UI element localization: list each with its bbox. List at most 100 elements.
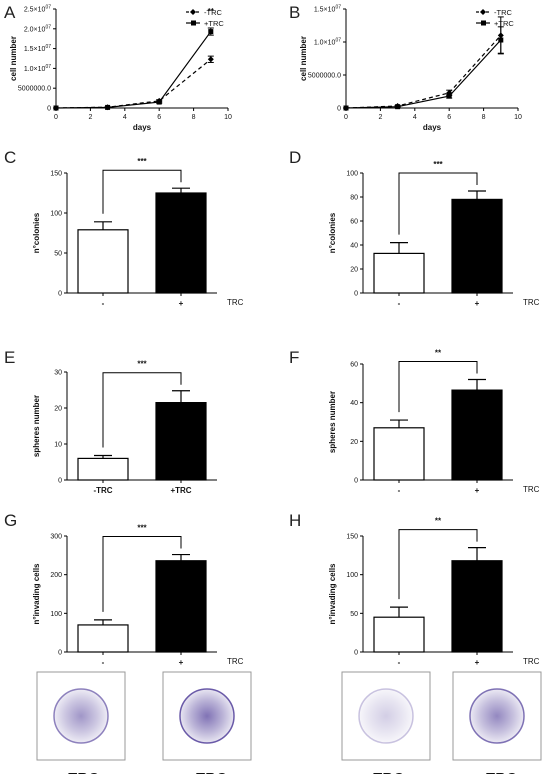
x-tick-label-B: 10 [514,114,522,121]
category-label-C: - [102,299,105,308]
y-tick-label-C: 100 [50,211,62,218]
bar-H [451,560,503,653]
y-tick-label-F: 0 [354,478,358,485]
y-axis-label-F: spheres number [328,391,337,453]
significance-bracket-C [102,169,182,214]
series-line-A [55,31,212,109]
legend-marker-A [191,20,196,26]
y-tick-label-E: 20 [54,406,62,413]
category-label-E: -TRC [93,486,112,495]
x-tick-label-B: 0 [344,114,348,121]
legend-marker-B [480,9,486,15]
y-tick-label-F: 20 [350,439,358,446]
stained-well-image [180,689,234,743]
bar-C [155,192,207,294]
y-tick-label-H: 150 [346,534,358,541]
x-tick-label-A: 6 [157,114,161,121]
y-tick-label-C: 150 [50,171,62,178]
bar-G [155,560,207,653]
y-tick-label-A: 2.5×1007 [24,5,51,14]
x-tick-label-B: 2 [378,114,382,121]
panel-label-D: D [289,148,301,167]
micrograph-label: +TRC [187,770,227,774]
y-tick-label-G: 0 [58,650,62,657]
y-axis-label-A: cell number [9,36,18,81]
y-axis-label-C: n°colonies [32,212,41,253]
series-line-A [55,58,212,109]
y-axis-label-G: n°invading cells [32,563,41,625]
group-label-G: TRC [227,657,244,666]
y-tick-label-E: 30 [54,370,62,377]
series-line-B [345,39,502,109]
y-tick-label-G: 200 [50,572,62,579]
bar-E [155,402,207,481]
y-tick-label-A: 5000000.0 [18,86,51,93]
y-tick-label-B: 5000000.0 [308,73,341,80]
category-label-G: - [102,658,105,667]
panel-label-G: G [4,511,17,530]
data-point-A [156,99,162,105]
y-axis-label-E: spheres number [32,395,41,457]
group-label-C: TRC [227,298,244,307]
x-tick-label-A: 0 [54,114,58,121]
y-tick-label-D: 40 [350,243,358,250]
y-tick-label-H: 100 [346,572,358,579]
y-tick-label-C: 0 [58,291,62,298]
data-point-A [53,105,59,111]
x-tick-label-B: 6 [447,114,451,121]
category-label-C: + [179,299,184,308]
significance-H: ** [435,517,442,526]
y-tick-label-D: 80 [350,195,358,202]
y-tick-label-D: 60 [350,219,358,226]
panel-label-E: E [4,348,15,367]
stained-well-rim [358,688,414,744]
significance-D: *** [433,160,443,169]
significance-A: ** [208,7,215,16]
y-tick-label-C: 50 [54,251,62,258]
category-label-H: + [475,658,480,667]
panel-label-B: B [289,3,300,22]
y-tick-label-D: 0 [354,291,358,298]
category-label-G: + [179,658,184,667]
y-tick-label-A: 1.5×1007 [24,44,51,53]
x-tick-label-A: 10 [224,114,232,121]
data-point-A [208,29,214,35]
y-tick-label-E: 10 [54,442,62,449]
y-axis-label-H: n°invading cells [328,563,337,625]
stained-well-image [54,689,108,743]
group-label-F: TRC [523,485,540,494]
significance-bracket-E [102,372,182,448]
legend-label-B: -TRC [494,8,512,17]
category-label-F: - [398,486,401,495]
series-line-B [345,34,502,109]
data-point-B [446,93,452,99]
panel-label-A: A [4,3,16,22]
significance-E: *** [137,360,147,369]
category-label-D: - [398,299,401,308]
legend-label-A: -TRC [204,8,222,17]
group-label-H: TRC [523,657,540,666]
y-axis-label-B: cell number [299,36,308,81]
stained-well-rim [469,688,525,744]
y-tick-label-D: 20 [350,267,358,274]
legend-label-A: +TRC [204,19,224,28]
bar-E [77,457,129,481]
y-tick-label-G: 300 [50,534,62,541]
bar-F [451,389,503,481]
significance-F: ** [435,348,442,357]
micrograph-label: +TRC [477,770,517,774]
stained-well-image [359,689,413,743]
legend-marker-B [481,20,486,26]
stained-well-image [470,689,524,743]
x-tick-label-A: 2 [88,114,92,121]
x-tick-label-A: 4 [123,114,127,121]
category-label-E: +TRC [170,486,191,495]
y-tick-label-A: 0 [47,106,51,113]
y-tick-label-H: 50 [350,611,358,618]
y-tick-label-F: 60 [350,362,358,369]
y-tick-label-H: 0 [354,650,358,657]
significance-bracket-G [102,536,182,612]
x-tick-label-B: 8 [482,114,486,121]
significance-C: *** [137,157,147,166]
